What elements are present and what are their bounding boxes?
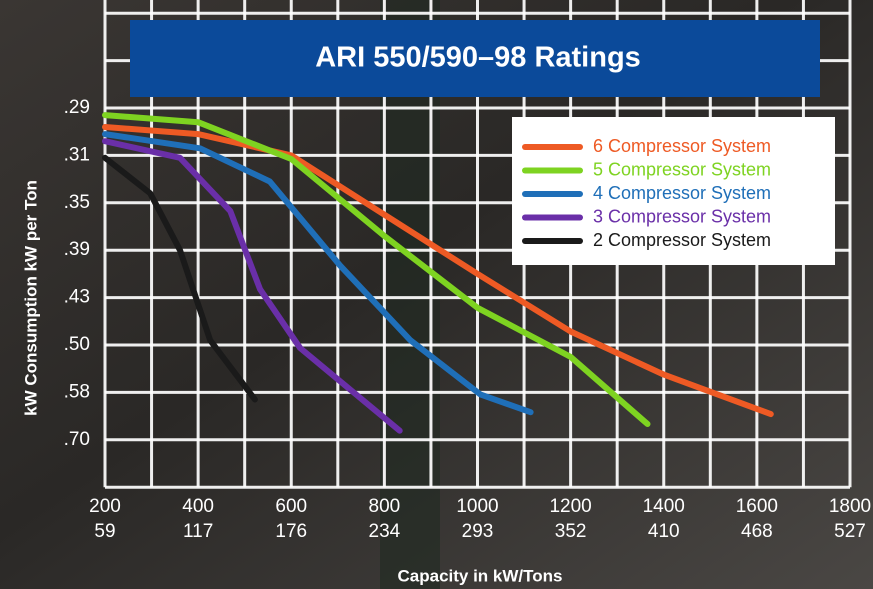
x-tick-label: 800 (369, 496, 401, 517)
x-tick-label: 1800 (829, 496, 871, 517)
chart-title: ARI 550/590–98 Ratings (315, 42, 641, 74)
legend-label: 6 Compressor System (593, 136, 771, 156)
legend-label: 2 Compressor System (593, 230, 771, 250)
legend-label: 3 Compressor System (593, 206, 771, 226)
y-tick-label: .50 (64, 334, 90, 355)
x-axis-label: Capacity in kW/Tons (398, 566, 563, 585)
y-tick-label: .43 (64, 287, 90, 308)
x-tick-label: 400 (182, 496, 214, 517)
x-tick-label-tons: 468 (741, 521, 773, 542)
y-tick-label: .39 (64, 239, 90, 260)
y-axis-label: kW Consumption kW per Ton (21, 180, 40, 416)
x-tick-label: 1000 (456, 496, 498, 517)
x-tick-label: 200 (89, 496, 121, 517)
chart: ARI 550/590–98 Ratings 6 Compressor Syst… (0, 0, 873, 589)
x-tick-label-tons: 293 (462, 521, 494, 542)
y-tick-label: .70 (64, 429, 90, 450)
x-tick-label: 1600 (736, 496, 778, 517)
legend-label: 4 Compressor System (593, 183, 771, 203)
x-tick-label-tons: 527 (834, 521, 866, 542)
x-tick-label-tons: 352 (555, 521, 587, 542)
y-tick-label: .29 (64, 97, 90, 118)
legend-label: 5 Compressor System (593, 159, 771, 179)
x-tick-label-tons: 117 (183, 521, 213, 542)
x-tick-label-tons: 176 (275, 521, 307, 542)
y-tick-label: .35 (64, 192, 90, 213)
x-tick-label-tons: 410 (648, 521, 680, 542)
x-tick-label-tons: 234 (369, 521, 401, 542)
x-tick-label: 600 (275, 496, 307, 517)
y-tick-label: .58 (64, 381, 90, 402)
x-tick-label: 1200 (549, 496, 591, 517)
x-tick-label-tons: 59 (94, 521, 115, 542)
x-tick-label: 1400 (643, 496, 685, 517)
y-tick-label: .31 (64, 144, 90, 165)
